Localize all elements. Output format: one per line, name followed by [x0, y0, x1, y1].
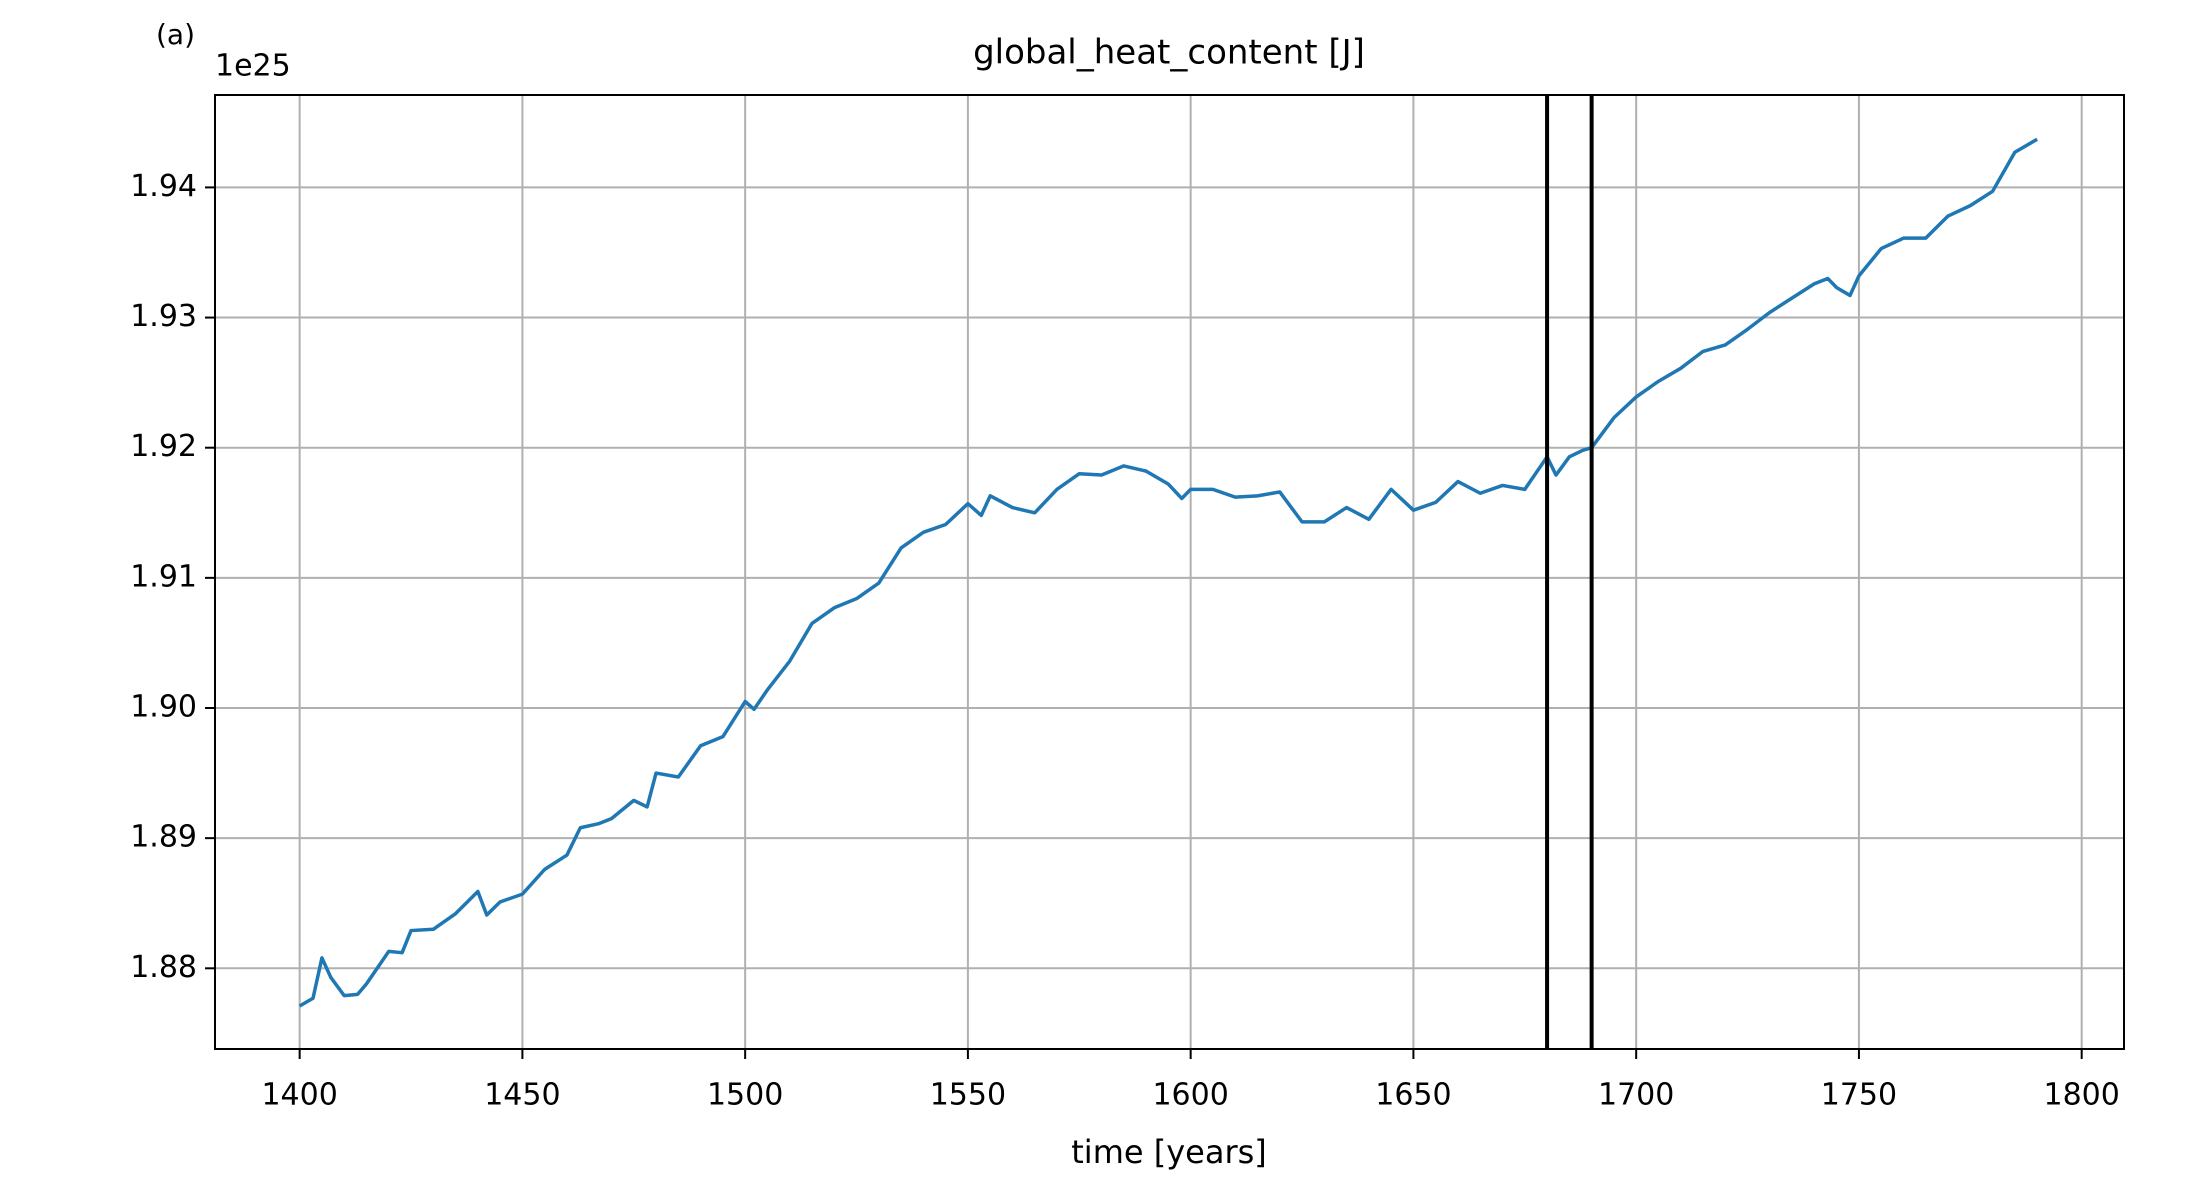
- x-axis-label: time [years]: [1071, 1133, 1267, 1171]
- y-tick-label: 1.88: [130, 950, 197, 985]
- x-tick-label: 1400: [261, 1078, 337, 1113]
- x-tick-label: 1550: [930, 1078, 1006, 1113]
- x-tick-label: 1750: [1821, 1078, 1897, 1113]
- panel-label: (a): [156, 18, 195, 51]
- x-tick-label: 1600: [1152, 1078, 1228, 1113]
- y-tick-label: 1.90: [130, 690, 197, 725]
- y-offset-label: 1e25: [215, 49, 291, 84]
- x-tick-label: 1800: [2043, 1078, 2119, 1113]
- y-tick-label: 1.91: [130, 559, 197, 594]
- chart-title: global_heat_content [J]: [973, 33, 1365, 73]
- y-tick-label: 1.94: [130, 169, 197, 204]
- x-tick-label: 1500: [707, 1078, 783, 1113]
- x-tick-label: 1450: [484, 1078, 560, 1113]
- y-tick-label: 1.92: [130, 429, 197, 464]
- plot-frame: [214, 94, 2125, 1050]
- x-tick-label: 1650: [1375, 1078, 1451, 1113]
- y-tick-label: 1.93: [130, 299, 197, 334]
- y-tick-label: 1.89: [130, 820, 197, 855]
- data-line: [298, 137, 2039, 1008]
- x-tick-label: 1700: [1598, 1078, 1674, 1113]
